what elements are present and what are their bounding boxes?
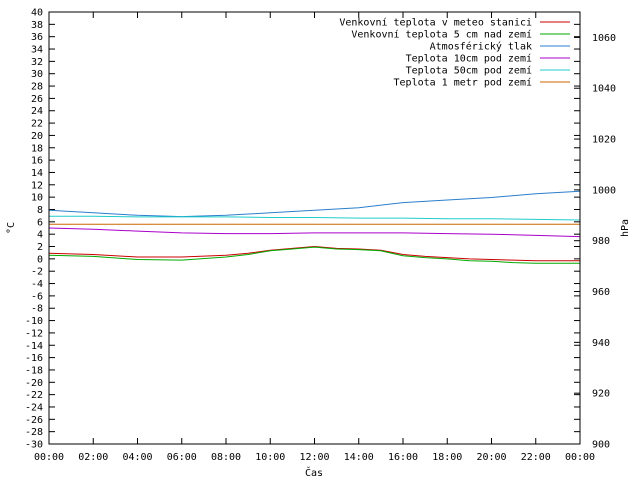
y-tick-label: -22 (25, 390, 43, 401)
legend-label: Teplota 10cm pod zemí (406, 53, 532, 65)
y2-tick-label: 920 (592, 389, 610, 400)
y-tick-label: -4 (31, 279, 43, 290)
x-tick-label: 12:00 (299, 452, 329, 463)
x-tick-label: 02:00 (78, 452, 108, 463)
legend-label: Teplota 1 metr pod zemí (394, 77, 532, 89)
series-line-2 (48, 246, 580, 264)
y-tick-label: -24 (25, 402, 43, 413)
x-tick-label: 00:00 (34, 452, 64, 463)
x-axis-label: Čas (305, 466, 323, 479)
y-tick-label: 30 (31, 69, 43, 80)
legend-label: Venkovní teplota v meteo stanici (339, 17, 532, 29)
y2-tick-label: 1020 (592, 135, 616, 146)
y-axis-label: °C (6, 222, 17, 234)
y-tick-label: -12 (25, 328, 43, 339)
x-tick-label: 06:00 (167, 452, 197, 463)
y-tick-label: 40 (31, 8, 43, 19)
y-tick-label: -8 (31, 304, 43, 315)
series-line-1 (48, 245, 580, 262)
y-tick-label: 26 (31, 94, 43, 105)
x-tick-label: 18:00 (432, 452, 462, 463)
series-line-5 (49, 215, 581, 221)
x-tick-label: 16:00 (388, 452, 418, 463)
plot-frame (48, 11, 581, 445)
y2-tick-label: 980 (592, 236, 610, 247)
y-tick-label: 4 (37, 230, 43, 241)
y-tick-label: -28 (25, 427, 43, 438)
x-tick-label: 20:00 (476, 452, 506, 463)
y-tick-label: -26 (25, 415, 43, 426)
x-tick-label: 22:00 (521, 452, 551, 463)
y-axis-left: 4038363432302826242220181614121086420-2-… (25, 8, 580, 451)
y2-tick-label: 1060 (592, 33, 616, 44)
x-tick-label: 00:00 (565, 452, 595, 463)
y-tick-label: 6 (37, 217, 43, 228)
y2-tick-label: 960 (592, 287, 610, 298)
y-tick-label: -16 (25, 353, 43, 364)
y-tick-label: 34 (31, 45, 43, 56)
y-tick-label: 14 (31, 168, 43, 179)
x-tick-label: 14:00 (344, 452, 374, 463)
y2-tick-label: 900 (592, 440, 610, 451)
y2-axis-label: hPa (620, 219, 631, 237)
y-tick-label: 2 (37, 242, 43, 253)
y-tick-label: 32 (31, 57, 43, 68)
y-tick-label: 28 (31, 82, 43, 93)
y-tick-label: 18 (31, 143, 43, 154)
y-tick-label: 10 (31, 193, 43, 204)
legend: Venkovní teplota v meteo staniciVenkovní… (339, 17, 570, 89)
y-tick-label: -20 (25, 378, 43, 389)
y-tick-label: -14 (25, 341, 43, 352)
legend-label: Atmosférický tlak (430, 41, 532, 53)
y2-tick-label: 940 (592, 338, 610, 349)
y-tick-label: 38 (31, 20, 43, 31)
x-axis: 00:00 02:00 04:00 06:00 08:00 10:00 12:00 14:00… (34, 12, 595, 463)
legend-label: Teplota 50cm pod zemí (406, 65, 532, 77)
x-tick-label: 08:00 (211, 452, 241, 463)
y-tick-label: 36 (31, 32, 43, 43)
y-tick-label: 24 (31, 106, 43, 117)
y-tick-label: 22 (31, 119, 43, 130)
y-tick-label: 12 (31, 180, 43, 191)
y2-tick-label: 1000 (592, 185, 616, 196)
y-tick-label: -30 (25, 440, 43, 451)
legend-label: Venkovní teplota 5 cm nad zemí (351, 29, 532, 41)
x-tick-label: 10:00 (255, 452, 285, 463)
y-tick-label: 8 (37, 205, 43, 216)
y2-tick-label: 1040 (592, 84, 616, 95)
series-layer (48, 190, 581, 264)
y-tick-label: -18 (25, 365, 43, 376)
y-axis-right: 1060 1040 1020 1000 980 960 940 920 900 (574, 33, 616, 451)
series-line-4 (48, 227, 581, 238)
y-tick-label: 16 (31, 156, 43, 167)
y-tick-label: -2 (31, 267, 43, 278)
y-tick-label: -6 (31, 291, 43, 302)
y-tick-label: -10 (25, 316, 43, 327)
x-tick-label: 04:00 (122, 452, 152, 463)
y-tick-label: 20 (31, 131, 43, 142)
y-tick-label: 0 (37, 254, 43, 265)
series-line-3 (48, 190, 581, 218)
